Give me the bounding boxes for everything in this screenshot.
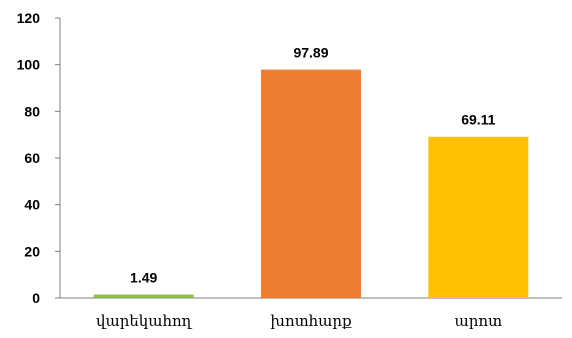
y-tick-label: 120 xyxy=(17,10,41,26)
data-label: 69.11 xyxy=(461,112,495,128)
data-label: 97.89 xyxy=(293,45,328,61)
y-tick-label: 40 xyxy=(24,197,40,213)
y-tick-label: 0 xyxy=(32,290,40,306)
bars xyxy=(93,69,529,298)
category-label: վարեկահող xyxy=(96,312,193,330)
bar xyxy=(93,294,194,298)
y-tick-label: 20 xyxy=(24,243,40,259)
data-labels: 1.49 97.89 69.11 xyxy=(130,45,496,286)
bar xyxy=(261,69,361,298)
data-label: 1.49 xyxy=(130,270,157,286)
y-tick-label: 100 xyxy=(17,57,41,73)
category-label: խոտհարք xyxy=(270,312,352,330)
y-tick-label: 60 xyxy=(24,150,40,166)
category-labels: վարեկահող խոտհարք արոտ xyxy=(96,312,502,330)
category-label: արոտ xyxy=(455,312,503,330)
bar xyxy=(428,136,529,298)
y-tick-label: 80 xyxy=(24,103,40,119)
